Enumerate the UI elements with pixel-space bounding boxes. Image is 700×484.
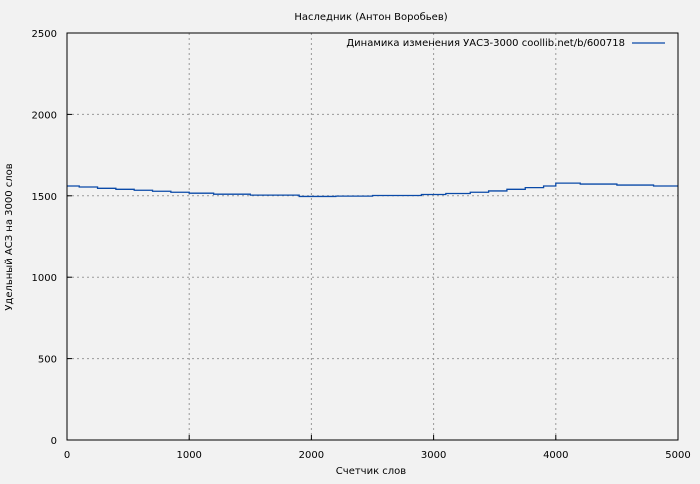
- plot-frame: [66, 32, 679, 441]
- x-tick-label: 1000: [176, 450, 201, 461]
- x-tick-label: 5000: [665, 450, 690, 461]
- x-tick-label: 0: [64, 450, 70, 461]
- y-tick-label: 2500: [32, 29, 57, 40]
- y-tick-label: 0: [51, 436, 57, 447]
- legend-label: Динамика изменения УАСЗ-3000 coollib.net…: [346, 38, 625, 49]
- series-line: [67, 182, 678, 198]
- x-axis-label: Счетчик слов: [336, 466, 407, 477]
- x-tick-label: 3000: [421, 450, 446, 461]
- x-tick-label: 4000: [543, 450, 568, 461]
- x-tick-label: 2000: [299, 450, 324, 461]
- y-tick-label: 500: [38, 355, 57, 366]
- chart-title: Наследник (Антон Воробьев): [294, 12, 447, 23]
- y-tick-label: 1500: [32, 192, 57, 203]
- y-tick-label: 2000: [32, 110, 57, 121]
- y-tick-label: 1000: [32, 273, 57, 284]
- y-axis-label: Удельный АСЗ на 3000 слов: [4, 163, 15, 310]
